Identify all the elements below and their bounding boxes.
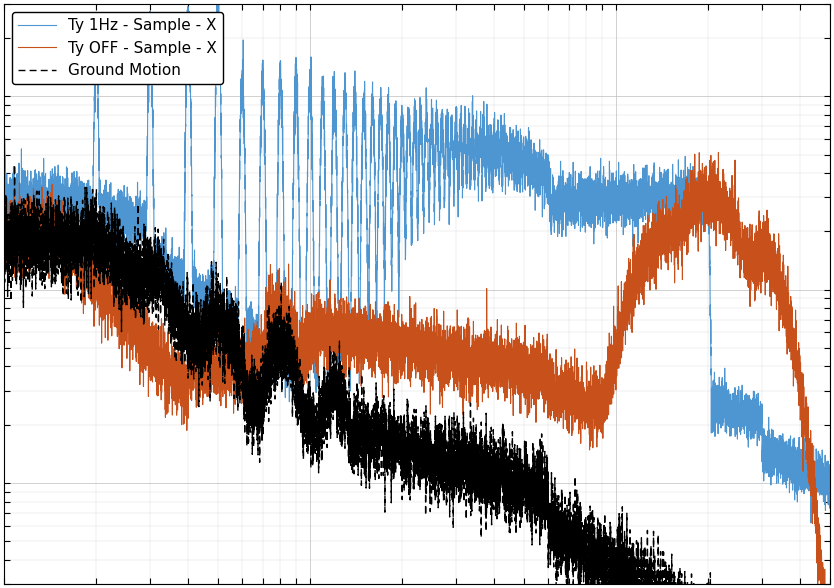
Ty 1Hz - Sample - X bbox=[3, 203, 13, 210]
Ty OFF - Sample - X bbox=[161, 364, 171, 371]
Ty OFF - Sample - X bbox=[403, 323, 413, 330]
Ty OFF - Sample - X bbox=[48, 223, 58, 230]
Ground Motion bbox=[403, 470, 413, 477]
Ty 1Hz - Sample - X bbox=[33, 190, 43, 197]
Line: Ty OFF - Sample - X: Ty OFF - Sample - X bbox=[4, 152, 830, 588]
Ty OFF - Sample - X bbox=[781, 322, 791, 329]
Ty 1Hz - Sample - X bbox=[781, 452, 791, 459]
Ground Motion bbox=[161, 294, 171, 301]
Ground Motion bbox=[33, 229, 43, 236]
Ty 1Hz - Sample - X bbox=[825, 472, 834, 479]
Ty 1Hz - Sample - X bbox=[0, 145, 9, 152]
Ty 1Hz - Sample - X bbox=[48, 199, 58, 206]
Ty OFF - Sample - X bbox=[33, 228, 43, 235]
Ty 1Hz - Sample - X bbox=[161, 265, 171, 272]
Ty 1Hz - Sample - X bbox=[806, 519, 816, 526]
Ty OFF - Sample - X bbox=[713, 149, 723, 156]
Ground Motion bbox=[9, 161, 19, 168]
Ty OFF - Sample - X bbox=[0, 239, 9, 246]
Line: Ground Motion: Ground Motion bbox=[4, 165, 830, 588]
Ty 1Hz - Sample - X bbox=[403, 112, 413, 119]
Line: Ty 1Hz - Sample - X: Ty 1Hz - Sample - X bbox=[4, 0, 830, 523]
Ground Motion bbox=[0, 229, 9, 236]
Legend: Ty 1Hz - Sample - X, Ty OFF - Sample - X, Ground Motion: Ty 1Hz - Sample - X, Ty OFF - Sample - X… bbox=[12, 12, 224, 84]
Ground Motion bbox=[3, 217, 13, 224]
Ty OFF - Sample - X bbox=[3, 226, 13, 233]
Ground Motion bbox=[48, 235, 58, 242]
